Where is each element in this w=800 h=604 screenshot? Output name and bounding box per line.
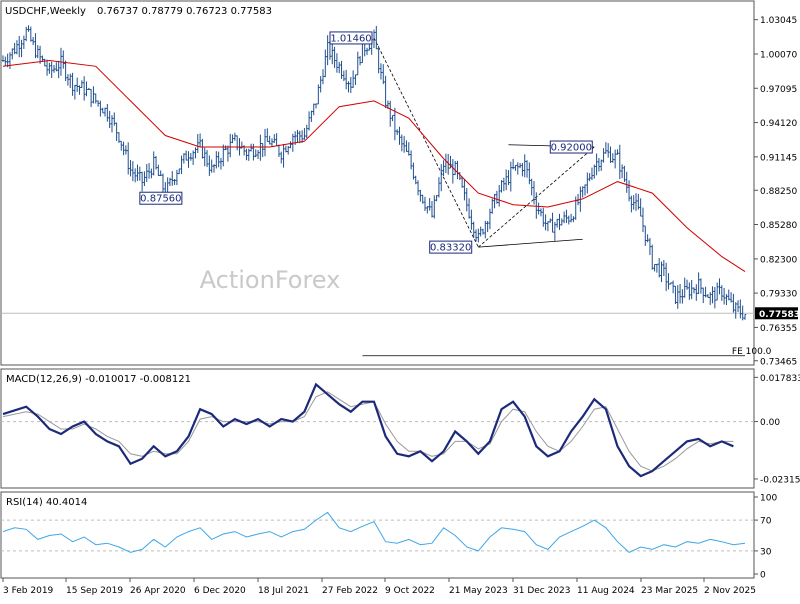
rsi-tick-label: 0 xyxy=(760,571,766,581)
price-tick-label: 0.94120 xyxy=(760,119,797,129)
time-tick-label: 15 Sep 2019 xyxy=(66,586,123,596)
price-axis: 1.03045 1.00070 0.97095 0.94120 0.91145 0.882… xyxy=(754,16,800,367)
time-tick-label: 2 Nov 2025 xyxy=(704,586,756,596)
rsi-tick-label: 70 xyxy=(760,517,772,527)
last-price-tag xyxy=(755,307,798,320)
chart-ohlc: 0.76737 0.78779 0.76723 0.77583 xyxy=(97,6,272,17)
time-tick-label: 3 Feb 2019 xyxy=(3,586,54,596)
trendline xyxy=(478,238,583,248)
annotations: 1.01460 0.87560 0.83320 0.92000 FE 100.0 xyxy=(139,31,772,357)
price-label: 0.87560 xyxy=(140,194,181,205)
main-panel xyxy=(0,0,755,366)
last-price-label: 0.77583 xyxy=(759,310,800,320)
rsi-panel xyxy=(0,491,755,579)
fe-label: FE 100.0 xyxy=(732,347,772,357)
time-tick-label: 31 Dec 2023 xyxy=(513,586,571,596)
price-tick-label: 0.79330 xyxy=(760,290,797,300)
price-label: 0.92000 xyxy=(551,143,592,154)
price-tick-label: 0.85280 xyxy=(760,221,797,231)
time-tick-label: 18 Jul 2021 xyxy=(258,586,309,596)
watermark: ActionForex xyxy=(200,266,341,294)
rsi-axis: 100 70 30 0 xyxy=(754,494,777,581)
price-tick-label: 0.88250 xyxy=(760,187,797,197)
price-label-box xyxy=(329,31,373,45)
time-tick-label: 27 Feb 2022 xyxy=(322,586,378,596)
rsi-tick-label: 100 xyxy=(760,494,777,504)
time-tick-label: 9 Oct 2022 xyxy=(385,586,435,596)
time-tick-label: 23 Mar 2025 xyxy=(641,586,698,596)
time-tick-label: 11 Aug 2024 xyxy=(577,586,635,596)
price-tick-label: 0.76355 xyxy=(760,324,797,334)
time-tick-label: 21 May 2023 xyxy=(449,586,508,596)
price-tick-label: 0.91145 xyxy=(760,153,797,163)
macd-panel xyxy=(0,368,755,489)
rsi-tick-label: 30 xyxy=(760,547,772,557)
macd-line xyxy=(2,382,734,478)
chart-symbol: USDCHF,Weekly xyxy=(5,6,86,17)
macd-title: MACD(12,26,9) -0.010017 -0.008121 xyxy=(6,374,191,385)
macd-tick-label: 0.00 xyxy=(760,418,780,428)
rsi-title: RSI(14) 40.4014 xyxy=(6,497,87,508)
price-label-box xyxy=(549,140,593,154)
macd-tick-label: 0.017833 xyxy=(760,374,800,384)
price-tick-label: 1.00070 xyxy=(760,50,797,60)
price-label-box xyxy=(429,240,473,254)
time-tick-label: 26 Apr 2020 xyxy=(130,586,186,596)
time-tick-label: 6 Dec 2020 xyxy=(194,586,246,596)
price-tick-label: 0.82300 xyxy=(760,255,797,265)
rsi-line xyxy=(2,511,746,553)
time-axis: 3 Feb 2019 15 Sep 2019 26 Apr 2020 6 Dec 20… xyxy=(2,578,756,596)
macd-tick-label: -0.023159 xyxy=(760,475,800,485)
price-label: 0.83320 xyxy=(430,243,471,254)
macd-axis: 0.017833 0.00 -0.023159 xyxy=(754,374,800,485)
price-tick-label: 0.97095 xyxy=(760,85,797,95)
price-label: 1.01460 xyxy=(330,33,371,44)
trendline xyxy=(373,37,479,248)
moving-average-line xyxy=(2,59,746,273)
price-tick-label: 0.73465 xyxy=(760,357,797,367)
price-tick-label: 1.03045 xyxy=(760,16,797,26)
price-label-box xyxy=(139,191,183,205)
